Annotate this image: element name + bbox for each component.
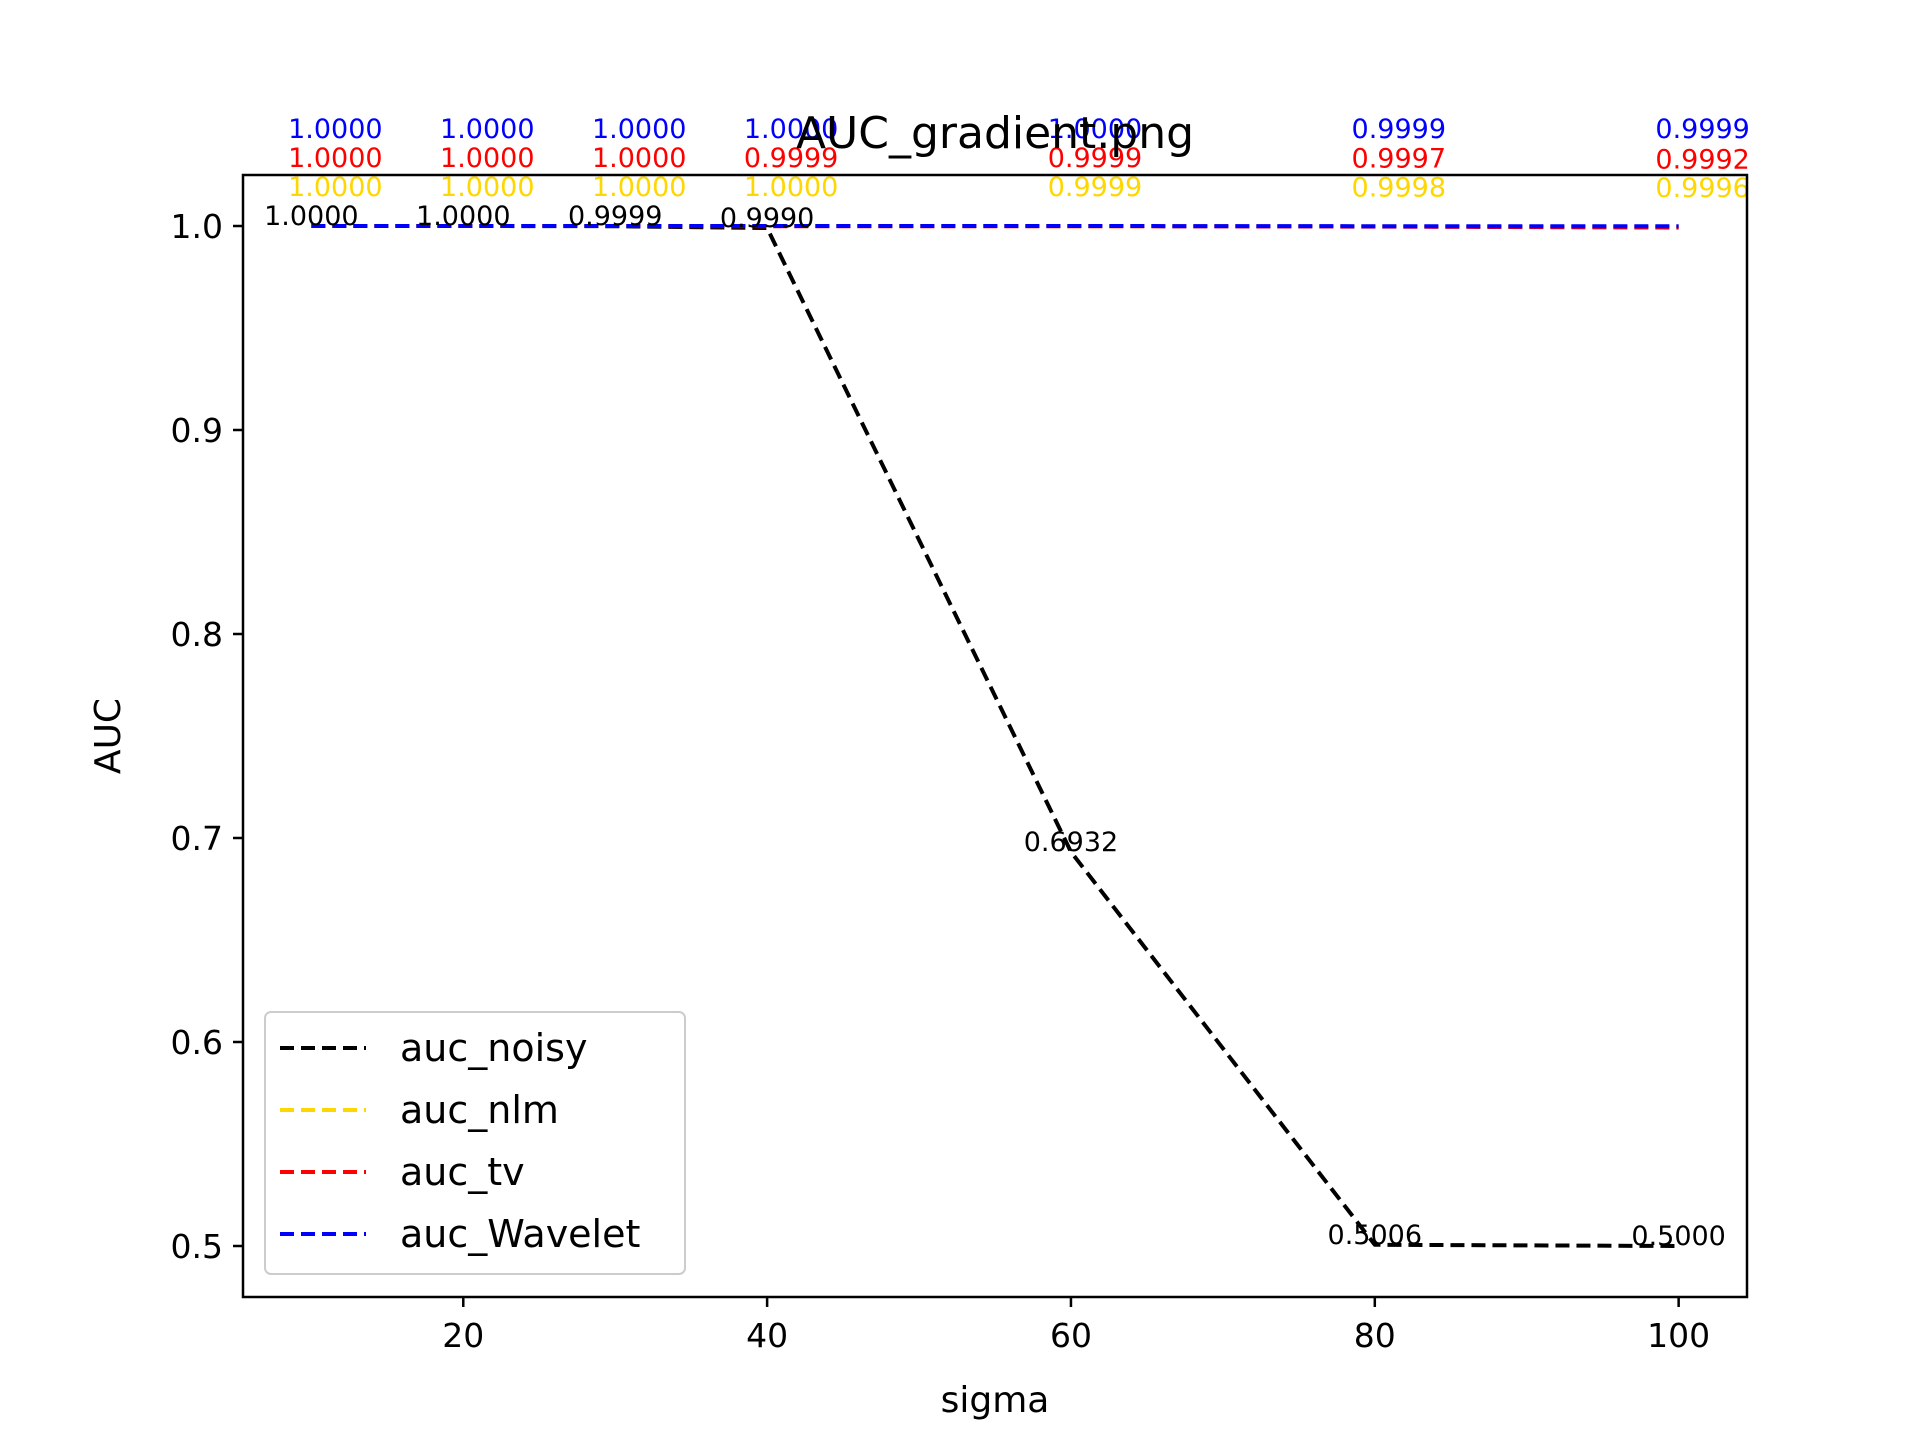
x-ticks: 20 40 60 80 100: [442, 1297, 1710, 1355]
data-label-auc-noisy: 1.0000: [416, 201, 510, 232]
data-label-auc-nlm: 1.0000: [440, 172, 534, 203]
data-label-auc-nlm: 1.0000: [592, 172, 686, 203]
data-label-auc-tv: 0.9992: [1655, 145, 1749, 176]
data-label-auc-wavelet: 0.9999: [1352, 114, 1446, 145]
data-label-auc-noisy: 0.5006: [1328, 1220, 1422, 1251]
y-ticks: 0.5 0.6 0.7 0.8 0.9 1.0: [171, 207, 243, 1266]
data-label-auc-tv: 0.9999: [744, 143, 838, 174]
data-label-auc-nlm: 0.9999: [1048, 172, 1142, 203]
data-label-auc-noisy: 0.9999: [568, 201, 662, 232]
data-label-auc-tv: 0.9997: [1352, 144, 1446, 175]
y-tick-label: 0.7: [171, 819, 223, 858]
chart-title: AUC_gradient.png: [796, 108, 1194, 159]
y-tick-label: 0.9: [171, 411, 223, 450]
x-tick-label: 20: [442, 1316, 484, 1355]
y-tick-label: 0.8: [171, 615, 223, 654]
x-tick-label: 60: [1050, 1316, 1092, 1355]
y-tick-label: 0.6: [171, 1023, 223, 1062]
data-label-auc-nlm: 0.9998: [1352, 172, 1446, 203]
legend-label-auc-wavelet: auc_Wavelet: [400, 1212, 640, 1256]
legend-items: auc_noisy auc_nlm auc_tv auc_Wavelet: [280, 1026, 640, 1256]
legend: auc_noisy auc_nlm auc_tv auc_Wavelet: [264, 1011, 686, 1275]
y-tick-label: 1.0: [171, 207, 223, 246]
data-label-auc-noisy: 0.6932: [1024, 827, 1118, 858]
legend-label-auc-tv: auc_tv: [400, 1150, 525, 1194]
data-label-auc-tv: 0.9999: [1048, 143, 1142, 174]
plot-frame: [241, 173, 1749, 1299]
y-tick-label: 0.5: [171, 1227, 223, 1266]
data-label-auc-noisy: 0.5000: [1631, 1221, 1725, 1252]
data-label-auc-nlm: 1.0000: [288, 172, 382, 203]
data-label-auc-wavelet: 1.0000: [1048, 114, 1142, 145]
data-label-auc-noisy: 1.0000: [264, 201, 358, 232]
legend-box: [264, 1011, 686, 1275]
x-tick-label: 40: [746, 1316, 788, 1355]
data-label-auc-tv: 1.0000: [592, 143, 686, 174]
data-label-auc-wavelet: 1.0000: [592, 114, 686, 145]
data-label-auc-nlm: 1.0000: [744, 172, 838, 203]
data-label-auc-wavelet: 1.0000: [288, 114, 382, 145]
series-layer: [311, 224, 1679, 1248]
data-label-auc-nlm: 0.9996: [1655, 173, 1749, 204]
x-tick-label: 80: [1354, 1316, 1396, 1355]
x-tick-label: 100: [1647, 1316, 1710, 1355]
legend-label-auc-nlm: auc_nlm: [400, 1088, 559, 1132]
data-label-auc-wavelet: 1.0000: [744, 114, 838, 145]
x-axis-label: sigma: [941, 1380, 1050, 1421]
data-label-auc-wavelet: 1.0000: [440, 114, 534, 145]
y-axis-label: AUC: [88, 698, 129, 774]
legend-label-auc-noisy: auc_noisy: [400, 1026, 587, 1070]
data-label-auc-noisy: 0.9990: [720, 203, 814, 234]
data-label-auc-wavelet: 0.9999: [1655, 114, 1749, 145]
data-label-auc-tv: 1.0000: [288, 143, 382, 174]
data-label-auc-tv: 1.0000: [440, 143, 534, 174]
